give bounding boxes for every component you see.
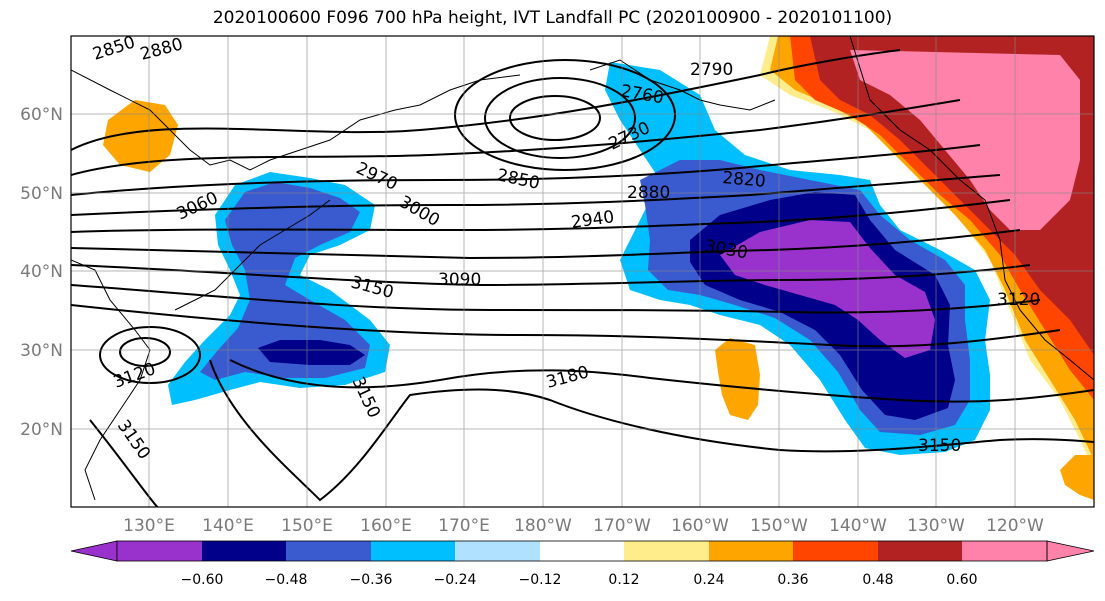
graticule bbox=[71, 36, 1094, 507]
colorbar-swatch bbox=[540, 541, 624, 561]
colorbar-swatch bbox=[624, 541, 709, 561]
colorbar-tick: 0.60 bbox=[946, 572, 977, 588]
lon-tick: 140°E bbox=[202, 516, 254, 536]
ivt-negative-wpac-inner bbox=[258, 340, 365, 365]
lon-tick: 160°E bbox=[360, 516, 412, 536]
contour-label: 3090 bbox=[438, 270, 481, 290]
lon-tick: 170°W bbox=[593, 516, 651, 536]
contour-label: 2820 bbox=[722, 168, 767, 192]
colorbar-tick: −0.24 bbox=[434, 572, 477, 588]
lat-tick: 40°N bbox=[20, 262, 63, 282]
ivt-positive-pink bbox=[850, 50, 1080, 230]
colorbar-tick: −0.60 bbox=[181, 572, 224, 588]
map-title: 2020100600 F096 700 hPa height, IVT Land… bbox=[212, 8, 893, 28]
lon-tick: 150°W bbox=[750, 516, 808, 536]
colorbar-extend-low bbox=[70, 540, 118, 562]
colorbar-tick: −0.36 bbox=[350, 572, 393, 588]
colorbar-tick: 0.12 bbox=[608, 572, 639, 588]
colorbar-swatches bbox=[117, 541, 1047, 561]
height-contours bbox=[71, 49, 1094, 507]
lon-tick: 130°W bbox=[907, 516, 965, 536]
colorbar-tick: 0.36 bbox=[777, 572, 808, 588]
lon-tick: 140°W bbox=[829, 516, 887, 536]
lat-tick: 20°N bbox=[20, 420, 63, 440]
lon-tick: 160°W bbox=[671, 516, 729, 536]
ivt-positive-orange-small-2 bbox=[715, 338, 760, 420]
colorbar-swatch bbox=[202, 541, 286, 561]
lon-tick: 150°E bbox=[281, 516, 333, 536]
contour-label: 2880 bbox=[627, 183, 670, 203]
contour-label: 2790 bbox=[690, 60, 733, 80]
colorbar-tick: −0.12 bbox=[519, 572, 562, 588]
ivt-positive-orange-small-3 bbox=[1060, 455, 1094, 500]
ivt-negative-wpac-mid bbox=[200, 182, 370, 380]
lat-tick: 60°N bbox=[20, 105, 63, 125]
lat-tick: 30°N bbox=[20, 341, 63, 361]
colorbar-swatch bbox=[878, 541, 962, 561]
ivt-positive-orange-small-1 bbox=[103, 100, 178, 172]
colorbar-frame bbox=[116, 540, 1048, 562]
colorbar-swatch bbox=[371, 541, 455, 561]
contour-label: 3120 bbox=[997, 290, 1040, 310]
colorbar-ticks: −0.60 −0.48 −0.36 −0.24 −0.12 0.12 0.24 … bbox=[181, 572, 978, 588]
map-panel: 2850 2880 2760 2790 2730 2970 3000 3060 … bbox=[71, 36, 1094, 507]
colorbar-tick: −0.48 bbox=[265, 572, 308, 588]
lat-ticks: 60°N 50°N 40°N 30°N 20°N bbox=[20, 105, 63, 440]
ivt-negative-epac-purple bbox=[720, 220, 935, 358]
colorbar-swatch bbox=[117, 541, 202, 561]
lat-tick: 50°N bbox=[20, 184, 63, 204]
colorbar-tick: 0.48 bbox=[862, 572, 893, 588]
colorbar-swatch bbox=[286, 541, 371, 561]
colorbar-extend-high bbox=[1046, 540, 1095, 562]
lon-ticks: 130°E 140°E 150°E 160°E 170°E 180°W 170°… bbox=[123, 516, 1044, 536]
lon-tick: 130°E bbox=[123, 516, 175, 536]
colorbar: −0.60 −0.48 −0.36 −0.24 −0.12 0.12 0.24 … bbox=[70, 540, 1095, 588]
contour-label: 3150 bbox=[918, 436, 961, 456]
colorbar-swatch bbox=[793, 541, 878, 561]
lon-tick: 180°W bbox=[514, 516, 572, 536]
lon-tick: 120°W bbox=[986, 516, 1044, 536]
colorbar-swatch bbox=[455, 541, 540, 561]
lon-tick: 170°E bbox=[438, 516, 490, 536]
colorbar-tick: 0.24 bbox=[693, 572, 724, 588]
colorbar-swatch bbox=[962, 541, 1047, 561]
colorbar-swatch bbox=[709, 541, 793, 561]
map-frame bbox=[70, 35, 1095, 508]
